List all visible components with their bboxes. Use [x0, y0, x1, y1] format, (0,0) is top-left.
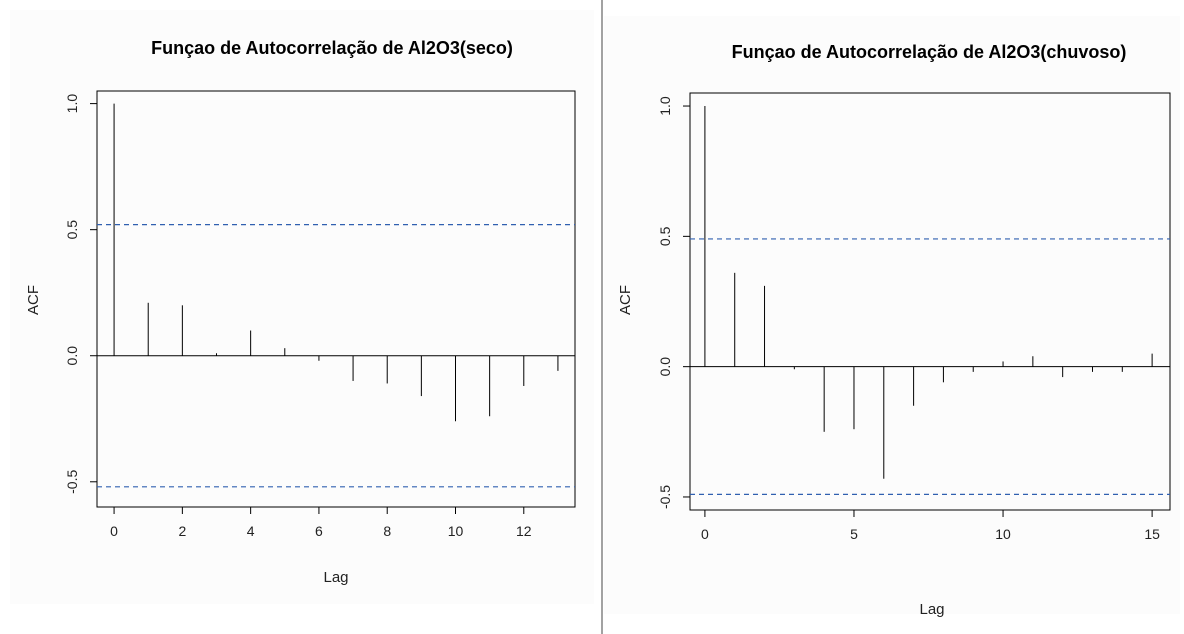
y-tick-label-chuvoso: 1.0 [657, 96, 673, 116]
x-axis-title-seco: Lag [323, 569, 348, 586]
y-tick-label-chuvoso: 0.5 [657, 226, 673, 246]
x-tick-label-seco: 2 [178, 523, 186, 539]
chart-panel-seco: Funçao de Autocorrelação de Al2O3(seco) … [10, 10, 594, 604]
x-tick-label-chuvoso: 5 [850, 526, 858, 542]
x-tick-label-seco: 10 [448, 523, 464, 539]
x-tick-label-seco: 4 [247, 523, 255, 539]
y-tick-label-chuvoso: -0.5 [657, 485, 673, 509]
chart-title-seco: Funçao de Autocorrelação de Al2O3(seco) [151, 38, 513, 58]
y-tick-label-seco: 0.5 [64, 220, 80, 240]
plot-area-chuvoso: 0 5 10 15 -0.5 0.0 0.5 1.0 [657, 92, 1171, 542]
x-tick-label-seco: 6 [315, 523, 323, 539]
x-tick-label-seco: 8 [383, 523, 391, 539]
x-tick-label-chuvoso: 15 [1144, 526, 1160, 542]
x-tick-label-seco: 12 [516, 523, 532, 539]
x-tick-label-seco: 0 [110, 523, 118, 539]
y-axis-title-chuvoso: ACF [617, 285, 634, 315]
y-tick-label-chuvoso: 0.0 [657, 357, 673, 377]
y-axis-title-seco: ACF [25, 285, 42, 315]
x-tick-label-chuvoso: 10 [995, 526, 1011, 542]
x-tick-label-chuvoso: 0 [701, 526, 709, 542]
chart-panel-chuvoso: Funçao de Autocorrelação de Al2O3(chuvos… [604, 16, 1180, 618]
plot-area-seco: 0 2 4 6 8 10 12 -0.5 0.0 0.5 1.0 [64, 90, 576, 539]
y-tick-label-seco: 1.0 [64, 94, 80, 114]
plot-frame-chuvoso [689, 92, 1171, 511]
chart-title-chuvoso: Funçao de Autocorrelação de Al2O3(chuvos… [732, 42, 1127, 62]
x-axis-title-chuvoso: Lag [919, 601, 944, 618]
y-tick-label-seco: -0.5 [64, 470, 80, 494]
plot-frame-seco [96, 90, 576, 508]
y-tick-label-seco: 0.0 [64, 346, 80, 366]
